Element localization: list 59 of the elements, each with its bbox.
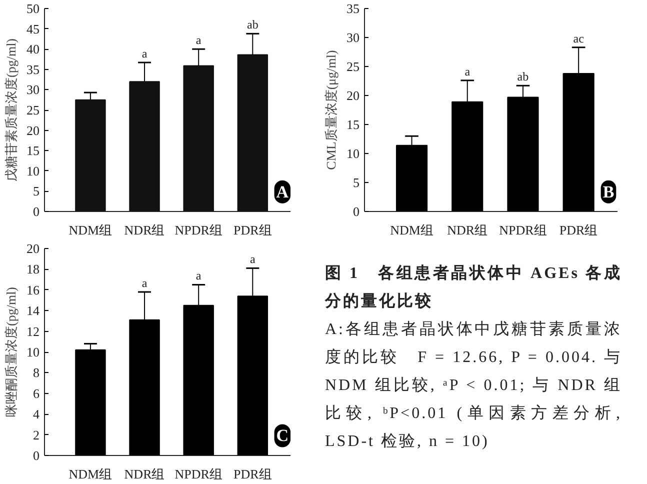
y-tick-label: 25 [26,102,40,118]
text: 图 1 各组患者晶状体中 AGEs 各成分的量化比较 [325,265,622,310]
x-tick-label: PDR组 [234,222,272,238]
data-label: a [142,276,148,290]
y-tick-label: 5 [353,175,360,190]
y-tick-label: 16 [26,282,40,298]
y-axis-title: CML质量浓度(μg/ml) [324,50,338,170]
data-label: a [142,46,148,60]
annotation: B [602,182,614,202]
y-tick-label: 18 [26,262,40,277]
y-tick-label: 45 [26,21,40,36]
y-tick-label: 15 [346,117,360,132]
y-tick-label: 5 [33,184,40,199]
x-tick-label: NPDR组 [499,222,547,238]
y-axis-title: 戊糖苷素质量浓度(pg/ml) [4,38,18,182]
y-tick-label: 14 [26,303,40,318]
x-tick-label: PDR组 [559,222,598,238]
y-tick-label: 20 [346,88,360,103]
x-tick-label: NPDR组 [174,466,222,482]
x-tick-label: NDR组 [124,466,165,482]
data-label: ac [573,31,584,46]
data-label: a [196,268,202,283]
y-tick-label: 10 [26,163,40,178]
y-tick-label: 25 [346,59,360,74]
y-tick-label: 0 [353,204,360,219]
annotation: A [276,182,290,202]
x-tick-label: NDM组 [68,466,112,482]
x-tick-label: NPDR组 [174,222,222,238]
data-label: a [464,64,471,78]
x-tick-label: NDM组 [390,222,434,238]
y-tick-label: 30 [346,30,360,45]
data-label: ab [517,70,529,84]
y-tick-label: 20 [26,122,40,138]
y-tick-label: 50 [26,1,40,16]
y-tick-label: 0 [33,448,40,463]
data-label: a [196,33,202,48]
x-tick-label: NDR组 [447,222,488,238]
x-tick-label: NDM组 [68,222,112,238]
y-tick-label: 15 [26,143,40,158]
y-tick-label: 20 [26,241,40,256]
y-tick-label: 35 [26,62,40,77]
text: A:各组患者晶状体中戊糖苷素质量浓度的比较 F = 12.66, P = 0.004. 与 NDM 组比较, ᵃP < 0.01; 与 NDR 组比较, ᵇP<0.01 (单因素方差分析, LSD-t 检验, n = 10) [325,320,622,452]
data-label: ab [246,18,258,32]
y-tick-label: 4 [33,406,40,422]
x-tick-label: PDR组 [234,466,272,482]
data-label: a [250,252,256,266]
annotation: C [276,426,289,446]
y-tick-label: 10 [26,344,40,360]
y-axis-title: 咪唑酮质量浓度(pg/ml) [4,286,18,417]
y-tick-label: 2 [33,427,40,442]
y-tick-label: 12 [26,324,40,339]
y-tick-label: 0 [33,204,40,219]
y-tick-label: 35 [346,1,360,16]
x-tick-label: NDR组 [124,222,165,238]
y-tick-label: 6 [33,386,40,401]
y-tick-label: 10 [346,146,360,161]
y-tick-label: 30 [26,82,40,98]
y-tick-label: 40 [26,42,40,57]
y-tick-label: 8 [33,365,40,380]
